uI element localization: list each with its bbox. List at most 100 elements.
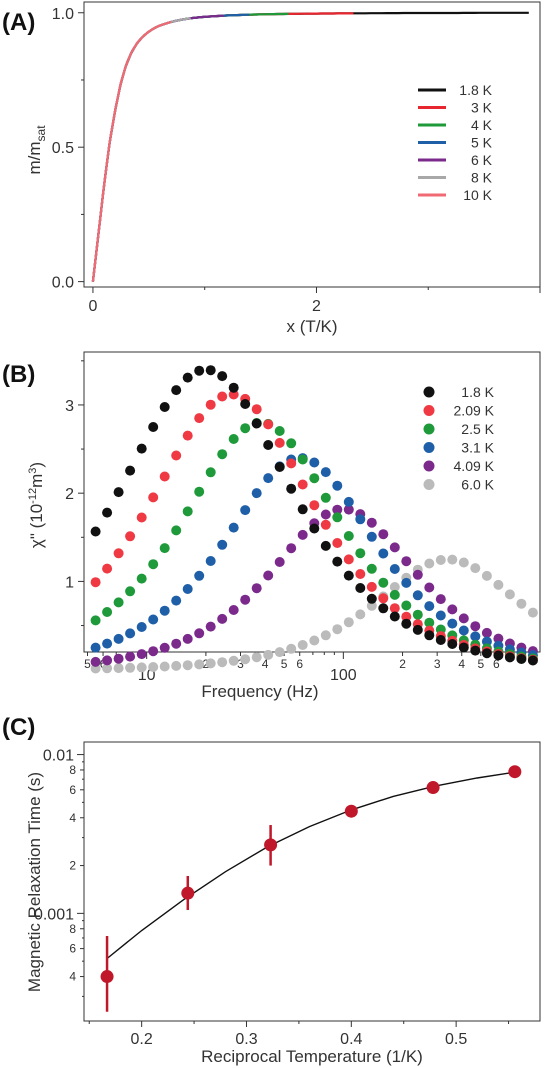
panel-b-data-point [286, 643, 297, 654]
panel-b-data-point [113, 633, 124, 644]
panel-b-data-point [228, 522, 239, 533]
panel-b-data-point [90, 577, 101, 588]
panel-b-data-point [228, 434, 239, 444]
panel-b-data-point [493, 650, 504, 661]
panel-b-data-point [125, 628, 136, 639]
panel-b-ytick-label: 2 [65, 486, 74, 503]
panel-c: (C) 0.2 0.3 0.4 0.5 0.001 0.01 4 6 8 2 4 6 8 Recipro… [2, 714, 541, 1066]
panel-b-data-point [424, 582, 435, 593]
panel-b-data-point [389, 589, 400, 600]
panel-b-data-point [90, 656, 101, 667]
panel-b-data-point [263, 419, 274, 430]
panel-b-data-point [435, 555, 446, 565]
panel-b-data-point [424, 558, 435, 569]
panel-b-data-point [102, 655, 113, 666]
panel-b-data-point [240, 399, 251, 409]
panel-b-data-point [527, 607, 538, 618]
panel-a-series-line [91, 13, 250, 282]
panel-b-data-point [263, 570, 274, 581]
panel-b-data-point [263, 649, 274, 660]
panel-b-data-point [171, 385, 182, 396]
panel-b-data-point [182, 584, 193, 594]
panel-b-data-point [159, 661, 170, 672]
panel-b-data-point [516, 654, 527, 664]
panel-b-data-point [389, 542, 400, 553]
panel-b-data-point [148, 559, 159, 570]
panel-b: (B) 10100562345623456123 1.8 K2.09 K2.5 … [2, 351, 541, 701]
panel-b-data-point [274, 462, 285, 472]
panel-b-data-point [401, 618, 412, 629]
panel-b-data-point [205, 467, 216, 478]
panel-b-data-point [90, 615, 101, 626]
panel-b-legend-marker [423, 405, 435, 416]
panel-b-data-point [113, 653, 124, 664]
panel-b-data-point [458, 613, 469, 624]
panel-b-data-point [412, 569, 423, 580]
panel-a-curves [91, 11, 529, 282]
panel-b-data-point [228, 655, 239, 666]
panel-b-data-point [412, 609, 423, 620]
panel-b-data-point [194, 570, 205, 581]
panel-a-ylabel: m/msat [25, 125, 48, 175]
panel-b-data-point [171, 638, 182, 649]
panel-b-data-point [355, 548, 366, 559]
panel-b-data-point [240, 654, 251, 665]
panel-b-data-point [470, 645, 481, 656]
panel-b-data-point [320, 519, 331, 530]
panel-b-legend-label: 2.5 K [461, 421, 494, 437]
panel-b-data-point [217, 613, 228, 624]
panel-c-ytick-minor-label: 6 [69, 783, 76, 797]
panel-b-data-point [240, 594, 251, 605]
panel-a-legend-label: 3 K [471, 100, 493, 116]
panel-a-legend-label: 8 K [471, 170, 493, 186]
panel-b-data-point [205, 365, 216, 376]
panel-b-data-point [424, 601, 435, 612]
panel-b-data-point [481, 627, 492, 638]
panel-c-data-point [344, 804, 358, 818]
panel-b-data-point [355, 609, 366, 620]
panel-b-data-point [171, 660, 182, 671]
panel-b-data-point [102, 507, 113, 518]
panel-b-data-point [470, 621, 481, 632]
panel-a-legend-label: 10 K [463, 187, 492, 203]
panel-b-xtick-minor-label: 5 [477, 657, 484, 671]
panel-b-data-point [332, 556, 343, 567]
panel-a-xlabel: x (T/K) [287, 317, 338, 336]
panel-b-data-point [205, 621, 216, 632]
panel-b-data-point [136, 443, 147, 454]
panel-b-data-point [332, 504, 343, 515]
panel-a-legend-label: 5 K [471, 135, 493, 151]
panel-b-legend-label: 1.8 K [461, 384, 494, 400]
panel-b-data-point [182, 633, 193, 644]
panel-b-xtick-minor-label: 5 [84, 657, 91, 671]
panel-b-data-point [378, 603, 389, 614]
panel-b-data-point [401, 556, 412, 567]
panel-a-series-line [91, 14, 224, 282]
panel-b-data-point [447, 618, 458, 629]
panel-b-data-point [159, 605, 170, 616]
panel-b-xtick-minor-label: 6 [100, 657, 107, 671]
panel-b-data-point [251, 488, 262, 499]
panel-a-series-line [91, 12, 289, 282]
panel-b-data-point [309, 500, 320, 511]
panel-a-series-line [91, 20, 172, 282]
panel-b-data-point [401, 600, 412, 611]
panel-b-data-point [389, 611, 400, 622]
panel-c-xlabel: Reciprocal Temperature (1/K) [201, 1047, 423, 1066]
panel-b-data-point [366, 531, 377, 542]
panel-b-data-point [493, 579, 504, 590]
panel-b-data-point [286, 438, 297, 449]
panel-a-ytick-label: 0.0 [52, 275, 74, 292]
panel-b-xtick-minor-label: 2 [399, 657, 406, 671]
panel-c-data-point [264, 838, 278, 852]
panel-b-data-point [113, 597, 124, 608]
panel-b-xlabel: Frequency (Hz) [201, 682, 318, 701]
panel-b-data-point [458, 642, 469, 653]
panel-b-data-point [125, 586, 136, 597]
panel-b-xtick-minor-label: 4 [262, 657, 269, 671]
panel-b-data-point [297, 529, 308, 540]
panel-b-data-point [159, 642, 170, 653]
panel-c-xtick-label: 0.4 [340, 1031, 362, 1048]
panel-b-data-point [297, 504, 308, 515]
panel-b-data-point [90, 526, 101, 537]
